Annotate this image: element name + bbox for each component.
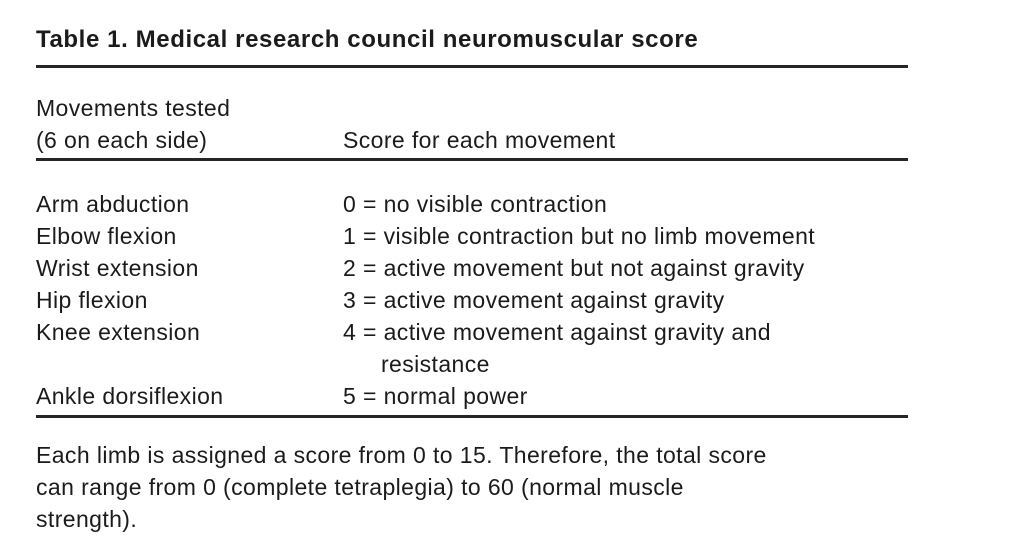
- column-header-score: Score for each movement: [343, 127, 616, 153]
- movement-cell: Arm abduction: [36, 191, 190, 217]
- score-cell: 2 = active movement but not against grav…: [343, 255, 805, 281]
- table-row: Elbow flexion 1 = visible contraction bu…: [36, 220, 908, 252]
- column-header-movements-line2: (6 on each side): [36, 127, 208, 153]
- column-header-movements: Movements tested (6 on each side): [36, 92, 343, 156]
- table-row: Ankle dorsiflexion 5 = normal power: [36, 380, 908, 412]
- table-title: Table 1. Medical research council neurom…: [36, 26, 699, 53]
- movement-cell: Ankle dorsiflexion: [36, 383, 224, 409]
- score-cell: 5 = normal power: [343, 383, 528, 409]
- movement-cell: Elbow flexion: [36, 223, 177, 249]
- movement-cell: Knee extension: [36, 319, 201, 345]
- movement-cell: Hip flexion: [36, 287, 148, 313]
- footnote-line-3: strength).: [36, 506, 138, 532]
- rule-bottom: [36, 415, 908, 418]
- score-line-2: resistance: [381, 351, 490, 377]
- score-cell: 4 = active movement against gravity and …: [343, 316, 908, 380]
- column-header-movements-line1: Movements tested: [36, 95, 231, 121]
- table-row: Hip flexion 3 = active movement against …: [36, 284, 908, 316]
- score-line-1: 4 = active movement against gravity and: [343, 319, 771, 345]
- table-figure: Table 1. Medical research council neurom…: [36, 0, 908, 535]
- rule-header: [36, 158, 908, 161]
- table-body: Arm abduction 0 = no visible contraction…: [36, 161, 908, 415]
- footnote-line-1: Each limb is assigned a score from 0 to …: [36, 442, 767, 468]
- table-row: Knee extension 4 = active movement again…: [36, 316, 908, 380]
- score-cell: 3 = active movement against gravity: [343, 287, 725, 313]
- table-row: Wrist extension 2 = active movement but …: [36, 252, 908, 284]
- table-header: Movements tested (6 on each side) Score …: [36, 68, 908, 158]
- score-cell: 0 = no visible contraction: [343, 191, 608, 217]
- movement-cell: Wrist extension: [36, 255, 199, 281]
- table-row: Arm abduction 0 = no visible contraction: [36, 188, 908, 220]
- footnote-line-2: can range from 0 (complete tetraplegia) …: [36, 474, 684, 500]
- rule-top: [36, 65, 908, 68]
- table-footnote: Each limb is assigned a score from 0 to …: [36, 418, 908, 535]
- score-cell: 1 = visible contraction but no limb move…: [343, 223, 816, 249]
